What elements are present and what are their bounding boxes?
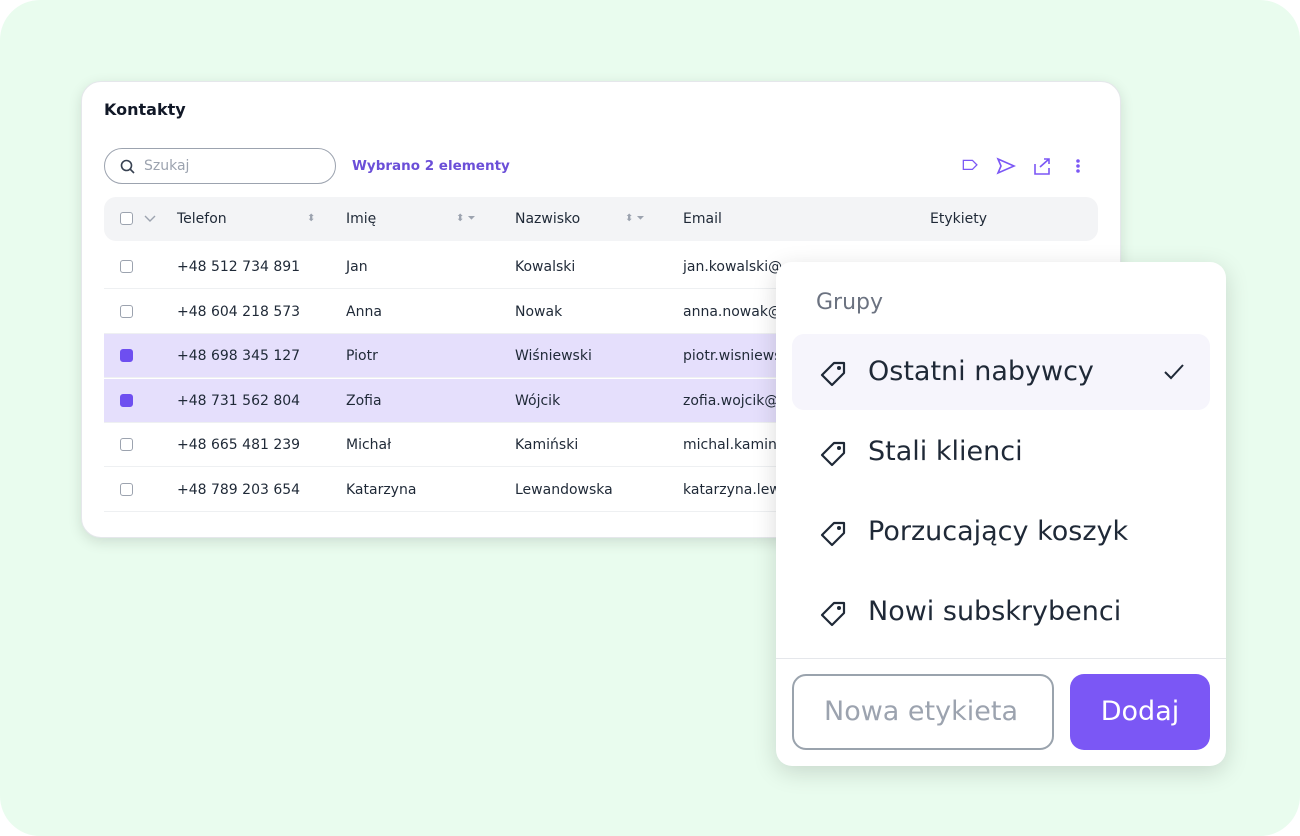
tag-icon <box>818 597 850 629</box>
row-checkbox[interactable] <box>120 393 133 407</box>
cell: Jan <box>346 259 368 275</box>
cell: Anna <box>346 303 382 320</box>
select-all-checkbox[interactable] <box>120 212 133 225</box>
tag-icon <box>818 517 850 549</box>
tag-popup: Grupy Ostatni nabywcy Stali klienci Porzuc… <box>776 262 1226 766</box>
column-header: Imię <box>346 211 377 227</box>
cell: anna.nowak@ <box>683 303 782 320</box>
cell: +48 789 203 654 <box>177 482 301 498</box>
tag-item[interactable]: Stali klienci <box>792 414 1210 490</box>
tag-label: Nowi subskrybenci <box>868 596 1122 627</box>
cell: Kamiński <box>515 437 579 454</box>
search-box[interactable]: Szukaj <box>104 148 336 184</box>
table-row[interactable]: +48 665 481 239 Michał Kamiński michal.kami… <box>104 423 1098 468</box>
cell: Kowalski <box>515 259 576 275</box>
table-row[interactable]: +48 789 203 654 Katarzyna Lewandowska katar… <box>104 468 1098 512</box>
column-header: Telefon <box>177 211 227 227</box>
toolbar-icons[interactable] <box>952 154 1092 178</box>
cell: Wiśniewski <box>515 348 592 365</box>
add-button[interactable]: Dodaj <box>1070 674 1210 750</box>
tag-item[interactable]: Nowi subskrybenci <box>792 574 1210 650</box>
card-title: Kontakty <box>104 100 186 119</box>
row-checkbox[interactable] <box>120 483 133 496</box>
tag-item[interactable]: Porzucający koszyk <box>792 494 1210 570</box>
cell: piotr.wisniews <box>683 348 782 365</box>
popup-title: Grupy <box>816 290 884 315</box>
cell: +48 604 218 573 <box>177 303 301 320</box>
new-tag-input[interactable]: Nowa etykieta <box>792 674 1054 750</box>
selection-text: Wybrano 2 elementy <box>352 158 510 174</box>
row-checkbox[interactable] <box>120 260 133 273</box>
cell: Wójcik <box>515 392 561 409</box>
row-checkbox[interactable] <box>120 304 133 318</box>
row-checkbox[interactable] <box>120 349 133 363</box>
row-checkbox[interactable] <box>120 438 133 452</box>
cell: +48 731 562 804 <box>177 392 301 409</box>
table-row[interactable]: +48 604 218 573 Anna Nowak anna.nowak@ <box>104 290 1098 334</box>
search-placeholder: Szukaj <box>144 158 190 174</box>
cell: jan.kowalski@ <box>683 259 783 275</box>
cell: zofia.wojcik@ <box>683 392 779 409</box>
input-placeholder: Nowa etykieta <box>824 696 1018 727</box>
tag-label: Porzucający koszyk <box>868 516 1129 547</box>
add-button-label: Dodaj <box>1100 696 1180 727</box>
check-icon <box>1162 360 1186 384</box>
column-header: Nazwisko <box>515 211 581 227</box>
table-header <box>104 197 1098 241</box>
tag-icon <box>818 437 850 469</box>
search-icon <box>120 159 135 174</box>
sort-filter-icon[interactable]: ⬍ ⏷ <box>625 213 645 224</box>
table-row[interactable]: +48 512 734 891 Jan Kowalski jan.kowalski@ <box>104 245 1098 289</box>
column-header: Email <box>683 211 722 227</box>
chevron <box>144 215 156 222</box>
cell: Piotr <box>346 348 378 365</box>
tag-label: Stali klienci <box>868 436 1023 467</box>
cell: Zofia <box>346 392 382 409</box>
tag-item[interactable]: Ostatni nabywcy <box>792 334 1210 410</box>
tag-icon <box>818 357 850 389</box>
sort-filter-icon[interactable]: ⬍ ⏷ <box>456 213 476 224</box>
cell: katarzyna.lew <box>683 482 781 498</box>
column-header: Etykiety <box>930 211 988 227</box>
cell: michal.kamins <box>683 437 785 454</box>
cell: +48 665 481 239 <box>177 437 301 454</box>
sort-icon[interactable]: ⬍ <box>307 213 316 224</box>
cell: Michał <box>346 437 392 454</box>
tag-label: Ostatni nabywcy <box>868 356 1094 387</box>
cell: +48 512 734 891 <box>177 259 301 275</box>
cell: Katarzyna <box>346 482 417 498</box>
cell: Nowak <box>515 303 563 320</box>
divider <box>776 658 1226 659</box>
cell: Lewandowska <box>515 482 613 498</box>
cell: +48 698 345 127 <box>177 348 301 365</box>
